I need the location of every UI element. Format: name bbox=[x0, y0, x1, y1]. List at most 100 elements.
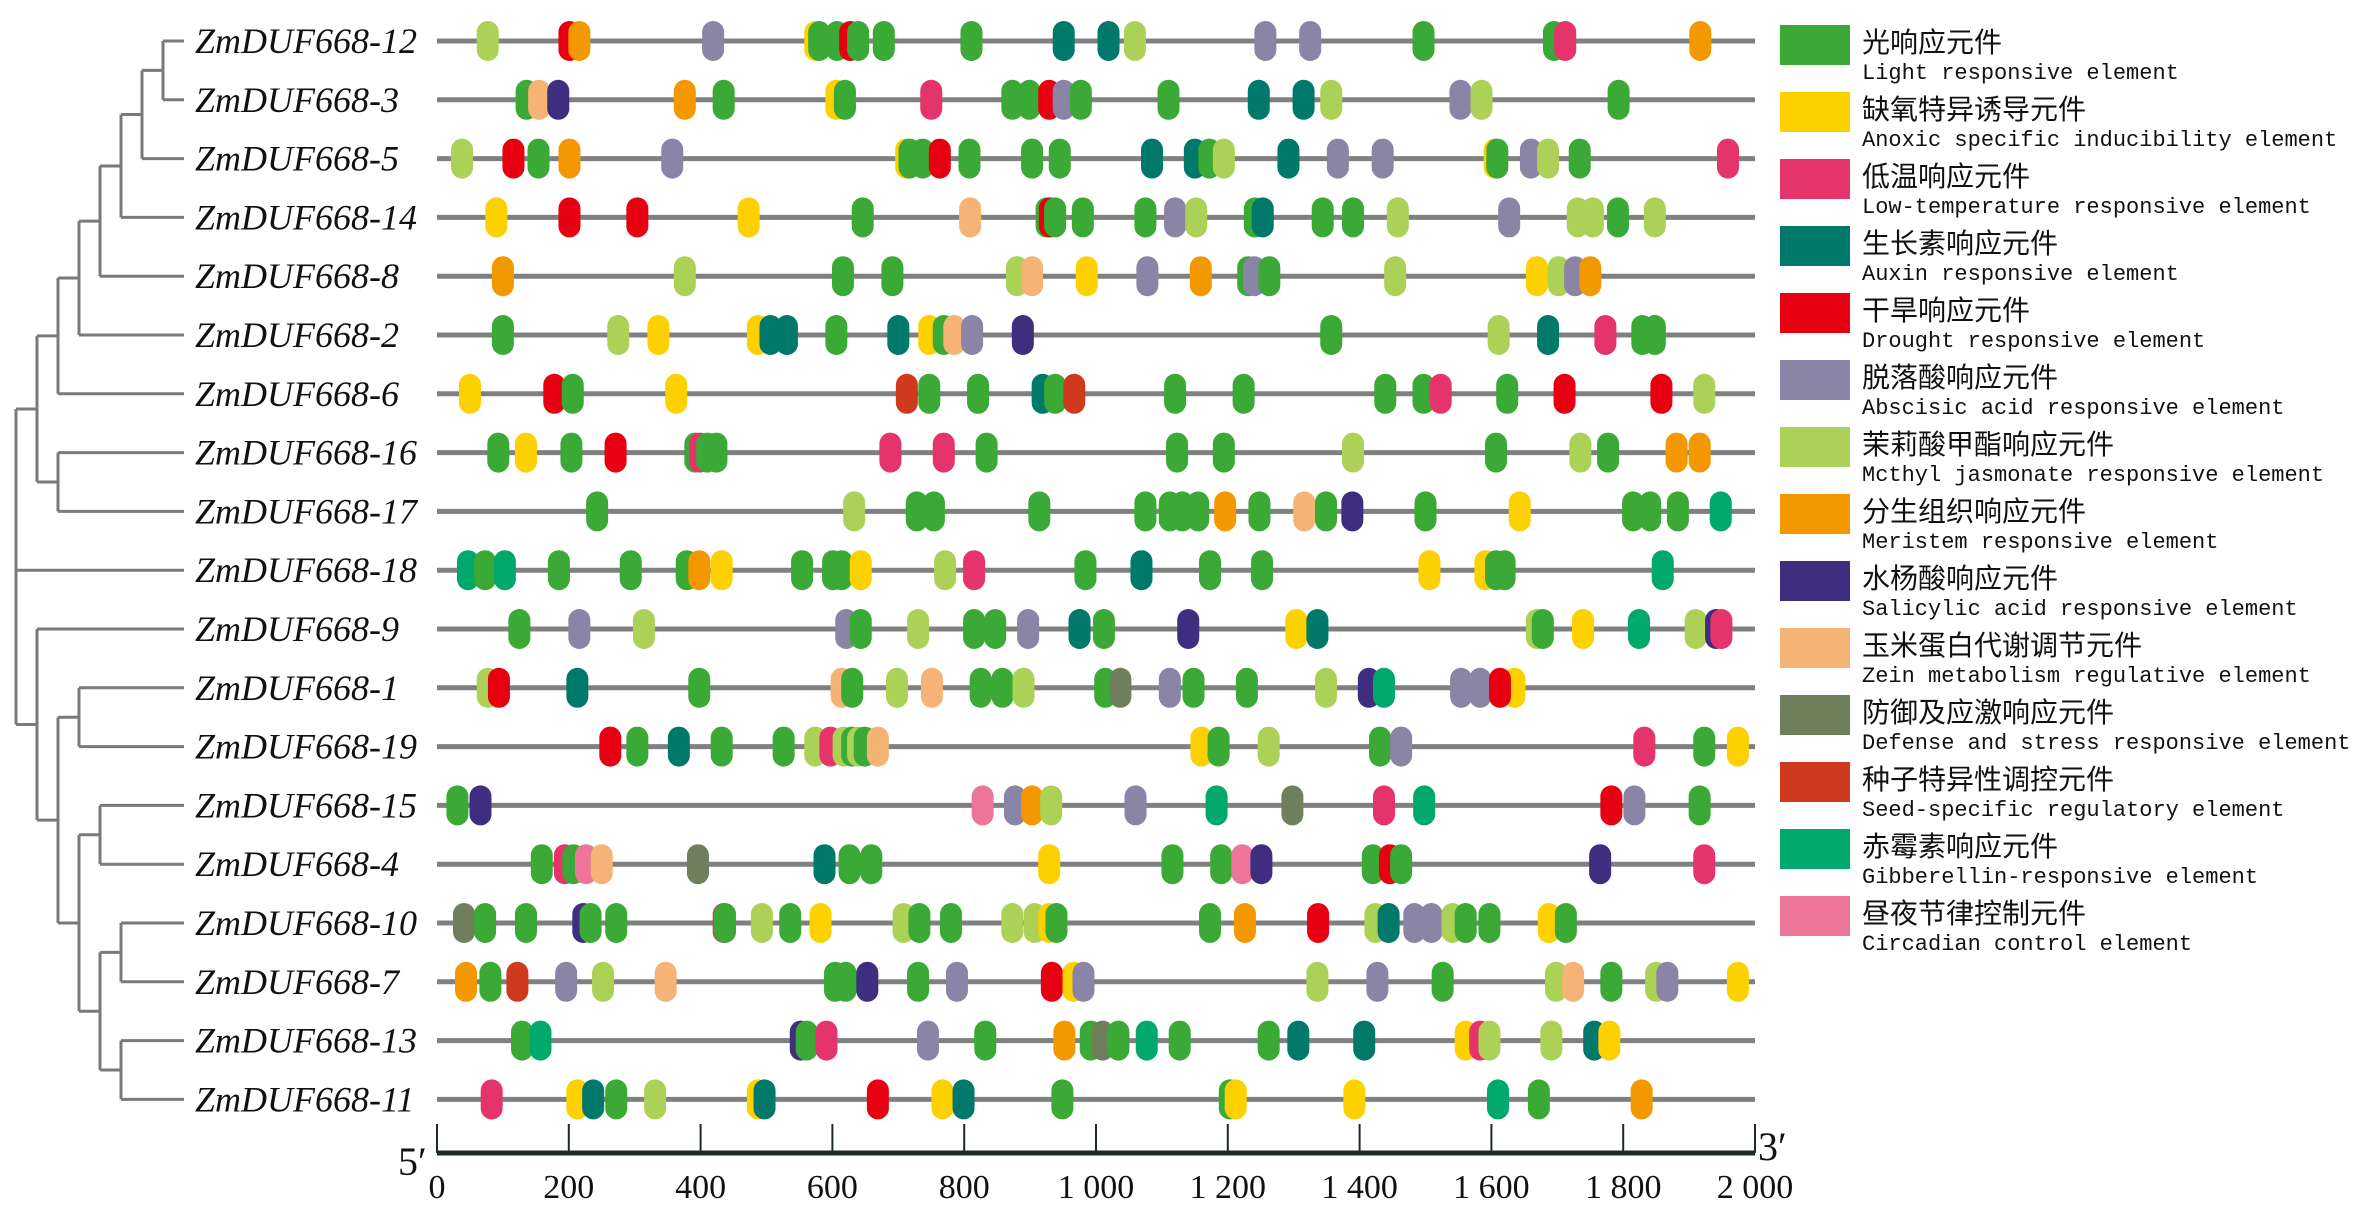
cis-element-L bbox=[922, 491, 945, 532]
legend-swatch bbox=[1780, 92, 1850, 132]
cis-element-A bbox=[1285, 609, 1308, 649]
legend-swatch bbox=[1780, 494, 1850, 534]
gene-label: ZmDUF668-17 bbox=[195, 491, 419, 531]
legend-label-cn: 玉米蛋白代谢调节元件 bbox=[1862, 629, 2143, 662]
cis-element-C bbox=[971, 785, 994, 826]
gene-label: ZmDUF668-2 bbox=[195, 315, 399, 355]
legend-item: 种子特异性调控元件 Seed-specific regulatory eleme… bbox=[1780, 762, 2360, 829]
cis-element-L bbox=[1199, 550, 1222, 591]
cis-element-J bbox=[607, 315, 630, 355]
cis-element-J bbox=[907, 609, 930, 649]
legend-swatch bbox=[1780, 695, 1850, 735]
gene-row: ZmDUF668-4 bbox=[195, 844, 1755, 885]
legend-label-en: Abscisic acid responsive element bbox=[1862, 396, 2285, 421]
cis-element-J bbox=[1185, 197, 1208, 238]
axis-tick-label: 600 bbox=[807, 1169, 858, 1206]
cis-element-L bbox=[560, 432, 583, 473]
cis-element-A bbox=[647, 315, 670, 355]
cis-element-L bbox=[1314, 491, 1337, 532]
cis-element-B bbox=[1052, 79, 1075, 120]
cis-element-D bbox=[502, 138, 525, 179]
cis-element-L bbox=[579, 903, 602, 943]
cis-element-L bbox=[1390, 844, 1413, 885]
legend-swatch bbox=[1780, 829, 1850, 869]
legend-label-en: Defense and stress responsive element bbox=[1862, 731, 2351, 756]
cis-element-L bbox=[530, 844, 553, 885]
cis-element-L bbox=[1199, 903, 1222, 943]
cis-element-J bbox=[592, 961, 615, 1002]
legend-label-en: Meristem responsive element bbox=[1862, 530, 2219, 555]
cis-element-J bbox=[673, 256, 696, 297]
cis-element-T bbox=[815, 1020, 838, 1061]
legend-swatch bbox=[1780, 360, 1850, 400]
cis-element-A bbox=[665, 373, 688, 414]
cis-element-D bbox=[604, 432, 627, 473]
cis-element-X bbox=[1292, 79, 1315, 120]
cis-element-L bbox=[1693, 726, 1716, 767]
cis-element-J bbox=[1386, 197, 1409, 238]
legend-swatch bbox=[1780, 762, 1850, 802]
cis-element-J bbox=[1643, 197, 1666, 238]
cis-element-M bbox=[1689, 21, 1712, 61]
gene-label: ZmDUF668-10 bbox=[195, 903, 417, 943]
cis-element-A bbox=[737, 197, 760, 238]
legend-label-cn: 水杨酸响应元件 bbox=[1862, 562, 2059, 595]
cis-element-G bbox=[529, 1020, 552, 1061]
cis-element-D bbox=[558, 197, 581, 238]
legend-item: 昼夜节律控制元件 Circadian control element bbox=[1780, 896, 2360, 963]
cis-element-J bbox=[1314, 667, 1337, 708]
axis-tick-label: 400 bbox=[675, 1169, 726, 1206]
cis-element-L bbox=[712, 79, 735, 120]
cis-element-B bbox=[1164, 197, 1187, 238]
cis-element-L bbox=[1320, 315, 1343, 355]
cis-element-L bbox=[605, 1079, 628, 1120]
gene-label: ZmDUF668-9 bbox=[195, 609, 399, 649]
cis-element-Z bbox=[943, 315, 966, 355]
cis-element-L bbox=[825, 315, 848, 355]
cis-element-B bbox=[1623, 785, 1646, 826]
cis-element-B bbox=[1072, 961, 1095, 1002]
cis-element-L bbox=[841, 667, 864, 708]
legend-label-en: Light responsive element bbox=[1862, 61, 2179, 86]
cis-element-J bbox=[1040, 785, 1063, 826]
cis-element-L bbox=[1161, 844, 1184, 885]
axis-tick-label: 1 800 bbox=[1585, 1169, 1662, 1206]
gene-label: ZmDUF668-7 bbox=[195, 962, 401, 1002]
cis-element-L bbox=[1107, 1020, 1130, 1061]
cis-element-L bbox=[967, 373, 990, 414]
cis-element-G bbox=[1628, 609, 1651, 649]
cis-element-G bbox=[1135, 1020, 1158, 1061]
legend-label-cn: 缺氧特异诱导元件 bbox=[1862, 93, 2087, 126]
cis-element-L bbox=[1412, 21, 1435, 61]
cis-element-L bbox=[974, 1020, 997, 1061]
cis-element-B bbox=[1366, 961, 1389, 1002]
gene-row: ZmDUF668-12 bbox=[195, 21, 1755, 61]
cis-element-M bbox=[454, 961, 477, 1002]
cis-element-L bbox=[1001, 79, 1024, 120]
cis-element-B bbox=[916, 1020, 939, 1061]
gene-row: ZmDUF668-7 bbox=[195, 961, 1755, 1002]
cis-element-A bbox=[1190, 726, 1213, 767]
cis-element-B bbox=[1299, 21, 1322, 61]
cis-element-B bbox=[1003, 785, 1026, 826]
gene-label: ZmDUF668-3 bbox=[195, 80, 399, 120]
legend-item: 分生组织响应元件 Meristem responsive element bbox=[1780, 494, 2360, 561]
cis-element-M bbox=[558, 138, 581, 179]
cis-element-L bbox=[1600, 961, 1623, 1002]
cis-element-X bbox=[1141, 138, 1164, 179]
cis-element-B bbox=[1326, 138, 1349, 179]
cis-element-B bbox=[1420, 903, 1443, 943]
cis-element-L bbox=[1361, 844, 1384, 885]
cis-element-L bbox=[1554, 903, 1577, 943]
gene-row: ZmDUF668-11 bbox=[195, 1079, 1755, 1120]
legend-swatch bbox=[1780, 25, 1850, 65]
cis-element-L bbox=[688, 667, 711, 708]
legend-label-en: Seed-specific regulatory element bbox=[1862, 798, 2285, 823]
cis-element-D bbox=[1650, 373, 1673, 414]
legend-label-en: Low-temperature responsive element bbox=[1862, 195, 2311, 220]
cis-element-L bbox=[1018, 79, 1041, 120]
axis-tick-label: 1 400 bbox=[1321, 1169, 1398, 1206]
cis-element-S bbox=[856, 961, 879, 1002]
legend-label-cn: 低温响应元件 bbox=[1862, 160, 2031, 193]
cis-element-X bbox=[1130, 550, 1153, 591]
